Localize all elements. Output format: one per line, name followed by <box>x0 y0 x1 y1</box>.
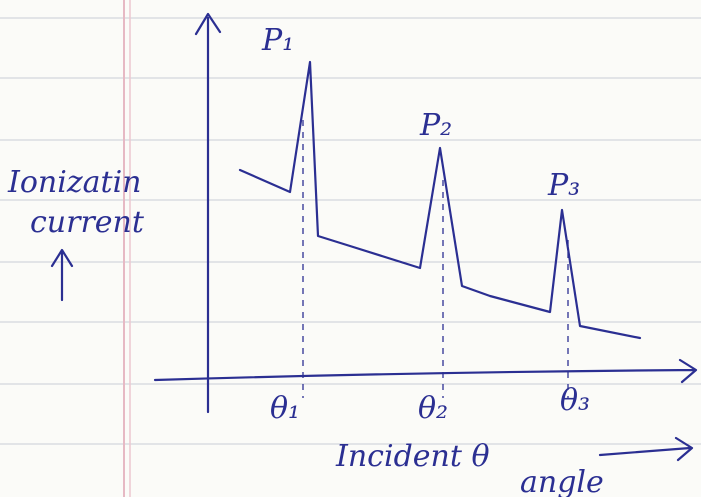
angle-label: θ₃ <box>560 383 590 418</box>
y-axis-label: Ionizatin <box>7 165 142 200</box>
peak-label: P₁ <box>261 23 294 58</box>
right-arrow <box>600 438 692 460</box>
y-axis-label: current <box>30 205 145 240</box>
peak-label: P₂ <box>419 108 452 143</box>
axes <box>155 14 696 412</box>
x-axis-label: Incident θ <box>335 439 490 474</box>
paper-rules <box>0 0 701 497</box>
angle-label: θ₁ <box>270 391 300 426</box>
up-arrow <box>52 250 72 300</box>
peak-label: P₃ <box>547 168 580 203</box>
x-axis-label: angle <box>520 465 604 497</box>
sketch: P₁ P₂ P₃ θ₁ θ₂ θ₃ Ionizatin current Inci… <box>0 0 701 497</box>
peak-guides <box>303 120 568 398</box>
angle-label: θ₂ <box>418 391 448 426</box>
